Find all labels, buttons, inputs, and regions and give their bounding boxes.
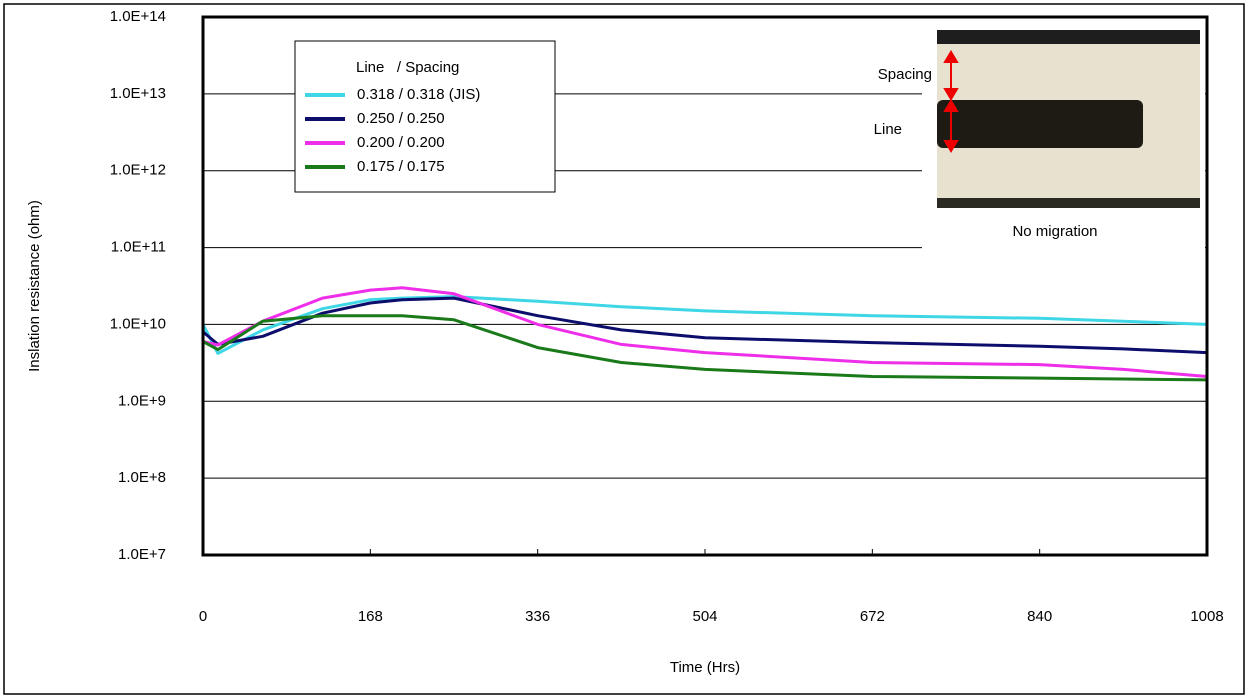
legend-label: 0.250 / 0.250 <box>357 110 445 127</box>
x-axis-title: Time (Hrs) <box>670 659 740 676</box>
x-tick-label: 672 <box>860 608 885 625</box>
x-tick-label: 0 <box>199 608 207 625</box>
plot-border <box>201 15 1209 557</box>
legend-title: Line / Spacing <box>356 59 459 76</box>
annotation: Line <box>874 121 902 138</box>
frame <box>3 3 1245 695</box>
legend-label: 0.318 / 0.318 (JIS) <box>357 86 480 103</box>
legend-label: 0.200 / 0.200 <box>357 134 445 151</box>
y-tick-label: 1.0E+7 <box>118 546 166 563</box>
x-tick-label: 1008 <box>1190 608 1223 625</box>
x-tick-label: 504 <box>692 608 717 625</box>
x-tick-label: 336 <box>525 608 550 625</box>
annotation: No migration <box>1012 223 1097 240</box>
series-line <box>202 314 1208 382</box>
legend: 0.318 / 0.318 (JIS) 0.250 / 0.250 0.200 / … <box>305 86 480 175</box>
inset-conductor <box>937 30 1200 44</box>
series-line <box>202 286 1208 378</box>
y-tick-label: 1.0E+13 <box>110 85 166 102</box>
y-tick-label: 1.0E+11 <box>111 239 166 256</box>
y-tick-label: 1.0E+14 <box>110 8 166 25</box>
x-tick-label: 840 <box>1027 608 1052 625</box>
y-axis-title: Inslation resistance (ohm) <box>26 200 43 372</box>
inset-arrows <box>943 50 959 153</box>
x-tick-label: 168 <box>358 608 383 625</box>
inset-conductor <box>937 198 1200 208</box>
y-tick-label: 1.0E+8 <box>118 469 166 486</box>
series-line <box>202 296 1208 355</box>
lines <box>201 286 1208 382</box>
legend-label: 0.175 / 0.175 <box>357 158 445 175</box>
series-line <box>201 295 1208 355</box>
annotation: Spacing <box>878 66 932 83</box>
y-tick-label: 1.0E+9 <box>118 392 166 409</box>
inset-line <box>937 100 1143 148</box>
y-tick-label: 1.0E+10 <box>110 315 166 332</box>
y-tick-label: 1.0E+12 <box>110 162 166 179</box>
